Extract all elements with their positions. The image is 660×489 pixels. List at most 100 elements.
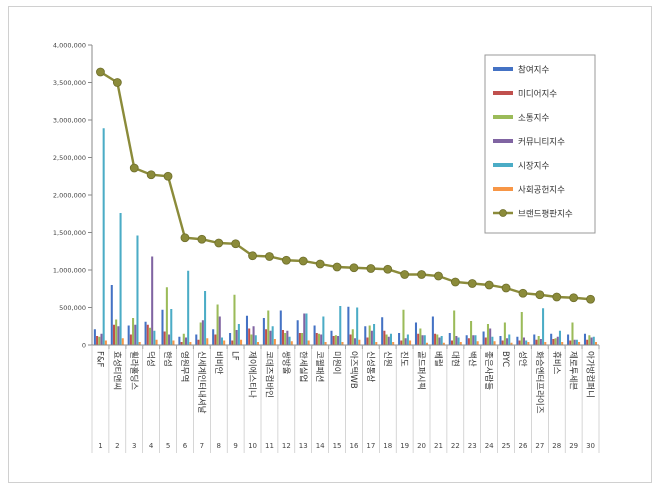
bar (455, 336, 458, 345)
x-category-label: 한세실업 (297, 351, 308, 382)
bar (486, 324, 489, 345)
bar (151, 256, 154, 345)
bar (262, 318, 265, 345)
bar (472, 335, 475, 345)
bar (535, 339, 538, 345)
bar (368, 325, 371, 345)
bar (138, 342, 141, 345)
legend-box (484, 54, 596, 234)
x-category-label: 골드퍼시픽 (416, 351, 427, 390)
bar (119, 213, 122, 345)
bar (271, 326, 274, 345)
line-point (315, 259, 325, 269)
x-rank-label: 13 (299, 442, 308, 450)
bar (542, 308, 545, 345)
bar (256, 342, 259, 345)
bar (383, 330, 386, 345)
x-rank-label: 14 (316, 442, 325, 450)
line-point (349, 263, 359, 273)
line-point (112, 78, 122, 87)
y-tick-label: 3,500,000 (53, 79, 86, 87)
line-point (96, 67, 105, 77)
bar-series-group (93, 128, 597, 345)
bar (132, 318, 135, 345)
bar (402, 309, 405, 345)
bar (100, 333, 103, 345)
bar (178, 336, 181, 345)
bar (516, 336, 519, 345)
bar (129, 334, 132, 345)
bar (163, 331, 166, 345)
legend-line-marker (499, 209, 507, 217)
line-point (180, 233, 190, 243)
bar (527, 342, 530, 345)
bar (148, 327, 151, 345)
x-rank-label: 29 (569, 442, 578, 450)
bar (320, 334, 323, 345)
bar (182, 333, 185, 345)
bar (554, 338, 557, 345)
x-rank-label: 24 (485, 442, 494, 450)
bar (267, 310, 270, 345)
bar (578, 342, 581, 345)
line-point (501, 283, 511, 293)
bar (594, 342, 597, 345)
bar (414, 322, 418, 345)
x-rank-label: 11 (265, 442, 274, 450)
bar (170, 309, 173, 345)
bar (153, 330, 156, 345)
legend-swatch (493, 163, 513, 167)
bar (197, 339, 200, 345)
bar (317, 333, 320, 345)
bar (117, 326, 120, 345)
line-point (197, 234, 207, 244)
bar (518, 340, 521, 345)
bar (522, 337, 525, 345)
bar (457, 337, 460, 345)
bar (586, 339, 589, 345)
bar (102, 128, 105, 345)
x-category-label: 쌍방울 (280, 351, 291, 375)
bar (434, 333, 437, 345)
bar (112, 324, 116, 345)
legend-swatch (493, 115, 513, 119)
x-rank-label: 7 (200, 442, 204, 450)
line-point (214, 238, 224, 248)
bar (136, 235, 139, 345)
x-category-label: 신원 (382, 351, 392, 367)
bar (121, 338, 124, 345)
x-category-label: 대현 (449, 351, 459, 367)
bar (398, 333, 401, 345)
x-rank-label: 10 (248, 442, 257, 450)
bar (499, 336, 502, 345)
bar (214, 334, 217, 345)
line-series-group (96, 67, 595, 304)
bar (349, 334, 352, 345)
x-category-label: 진도 (399, 351, 410, 367)
line-point (129, 163, 139, 173)
bar (381, 317, 384, 345)
y-tick-label: 500,000 (59, 304, 86, 312)
bar (172, 340, 175, 345)
line-point (332, 262, 342, 272)
x-rank-label: 9 (233, 442, 237, 450)
legend-swatch (493, 91, 513, 95)
bar (417, 333, 420, 345)
legend-label: 브랜드평판지수 (518, 209, 573, 220)
x-category-label: F&F (94, 351, 104, 368)
bar (364, 326, 367, 345)
bar (301, 333, 304, 345)
x-category-label: 아가방컴퍼니 (585, 351, 596, 398)
x-category-label: 신세계인터내셔날 (196, 351, 207, 414)
bar (229, 333, 232, 345)
bar (313, 325, 316, 345)
bar (387, 336, 390, 345)
bar (204, 291, 207, 345)
bar (501, 340, 504, 345)
x-rank-label: 27 (535, 442, 544, 450)
bar (436, 334, 439, 345)
bar (298, 333, 301, 345)
bar (223, 340, 226, 345)
line-point (366, 264, 376, 273)
